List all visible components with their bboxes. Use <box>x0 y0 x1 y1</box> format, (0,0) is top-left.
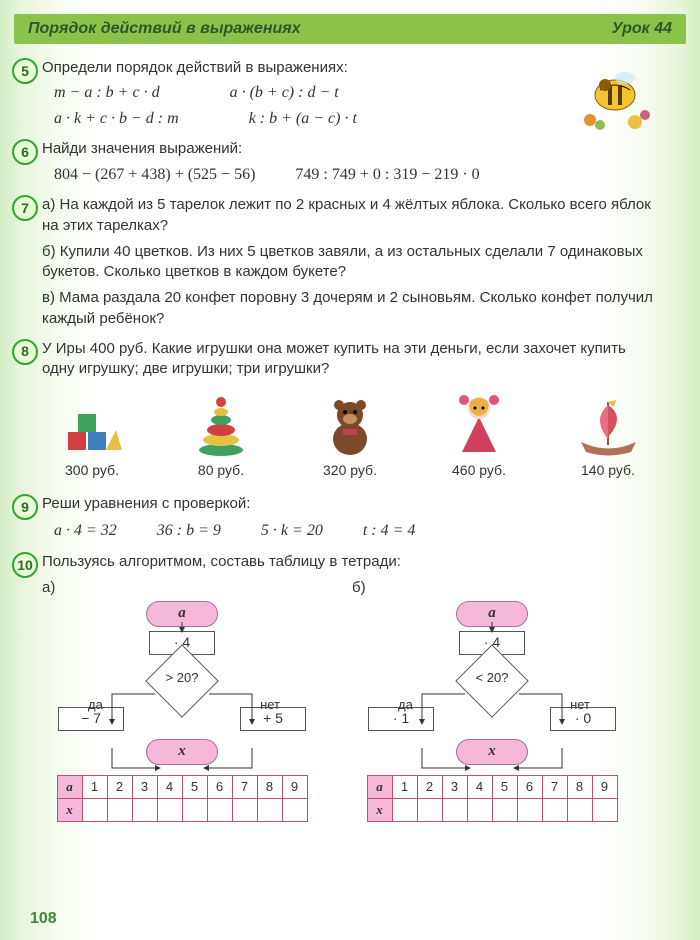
task8-title: У Иры 400 руб. Какие игрушки она может к… <box>42 339 658 380</box>
toy-blocks: 300 руб. <box>42 389 142 480</box>
task-10: 10 Пользуясь алгоритмом, составь таблицу… <box>42 552 658 822</box>
toy-bear-price: 320 руб. <box>300 461 400 480</box>
blocks-icon <box>42 389 142 457</box>
task10-title: Пользуясь алгоритмом, составь таблицу в … <box>42 552 658 572</box>
table-b-head: a <box>367 775 392 798</box>
flow-b-cond: < 20? <box>352 669 632 687</box>
task9-eq-1: a · 4 = 32 <box>54 520 117 542</box>
table-a-row: x <box>57 798 82 821</box>
page-number: 108 <box>30 910 57 928</box>
task5-expr-1a: m − a : b + c · d <box>54 82 160 104</box>
task-number-6: 6 <box>12 139 38 165</box>
header-title: Порядок действий в выражениях <box>28 20 301 38</box>
flow-a-start: a <box>146 601 218 627</box>
task7-a: а) На каждой из 5 тарелок лежит по 2 кра… <box>42 195 658 236</box>
task-number-7: 7 <box>12 195 38 221</box>
task-number-8: 8 <box>12 339 38 365</box>
task9-eq-3: 5 · k = 20 <box>261 520 323 542</box>
task6-title: Найди значения выражений: <box>42 139 658 159</box>
task6-expr-1: 804 − (267 + 438) + (525 − 56) <box>54 164 255 186</box>
toy-bear: 320 руб. <box>300 389 400 480</box>
task-number-9: 9 <box>12 494 38 520</box>
header-lesson: Урок 44 <box>612 20 672 38</box>
toy-doll-price: 460 руб. <box>429 461 529 480</box>
task5-title: Определи порядок действий в выражениях: <box>42 58 658 78</box>
task7-c: в) Мама раздала 20 конфет поровну 3 доче… <box>42 288 658 329</box>
task-7: 7 а) На каждой из 5 тарелок лежит по 2 к… <box>42 195 658 329</box>
boat-icon <box>558 389 658 457</box>
flow-b-no: нет <box>570 696 590 714</box>
task-number-10: 10 <box>12 552 38 578</box>
toy-doll: 460 руб. <box>429 389 529 480</box>
pyramid-icon <box>171 389 271 457</box>
task5-expr-2b: k : b + (a − c) · t <box>249 108 357 130</box>
task-9: 9 Реши уравнения с проверкой: a · 4 = 32… <box>42 494 658 542</box>
task-6: 6 Найди значения выражений: 804 − (267 +… <box>42 139 658 185</box>
flow-a-end: x <box>146 739 218 765</box>
bear-icon <box>300 389 400 457</box>
doll-icon <box>429 389 529 457</box>
flow-b-start: a <box>456 601 528 627</box>
task6-expr-2: 749 : 749 + 0 : 319 − 219 · 0 <box>295 164 479 186</box>
task5-expr-2a: a · k + c · b − d : m <box>54 108 179 130</box>
table-b: a 123456789 x <box>367 775 618 822</box>
toy-boat: 140 руб. <box>558 389 658 480</box>
table-a: a 123456789 x <box>57 775 308 822</box>
task5-expr-1b: a · (b + c) : d − t <box>230 82 339 104</box>
page-header: Порядок действий в выражениях Урок 44 <box>14 14 686 44</box>
toy-pyramid-price: 80 руб. <box>171 461 271 480</box>
toy-boat-price: 140 руб. <box>558 461 658 480</box>
flowchart-b: б) a · 4 < 20? <box>352 578 632 821</box>
task-5: 5 Определи порядок действий в выражениях… <box>42 58 658 129</box>
task7-b: б) Купили 40 цветков. Из них 5 цветков з… <box>42 242 658 283</box>
flowchart-b-label: б) <box>352 578 632 598</box>
flowchart-a: а) a · 4 > 20? <box>42 578 322 821</box>
task9-title: Реши уравнения с проверкой: <box>42 494 658 514</box>
flow-a-yes: да <box>88 696 103 714</box>
task-number-5: 5 <box>12 58 38 84</box>
table-b-row: x <box>367 798 392 821</box>
task-8: 8 У Иры 400 руб. Какие игрушки она может… <box>42 339 658 480</box>
table-a-head: a <box>57 775 82 798</box>
flow-b-yes: да <box>398 696 413 714</box>
flow-a-no: нет <box>260 696 280 714</box>
flowchart-a-label: а) <box>42 578 322 598</box>
toy-blocks-price: 300 руб. <box>42 461 142 480</box>
toy-pyramid: 80 руб. <box>171 389 271 480</box>
task9-eq-2: 36 : b = 9 <box>157 520 221 542</box>
task9-eq-4: t : 4 = 4 <box>363 520 416 542</box>
flow-b-end: x <box>456 739 528 765</box>
flow-a-cond: > 20? <box>42 669 322 687</box>
